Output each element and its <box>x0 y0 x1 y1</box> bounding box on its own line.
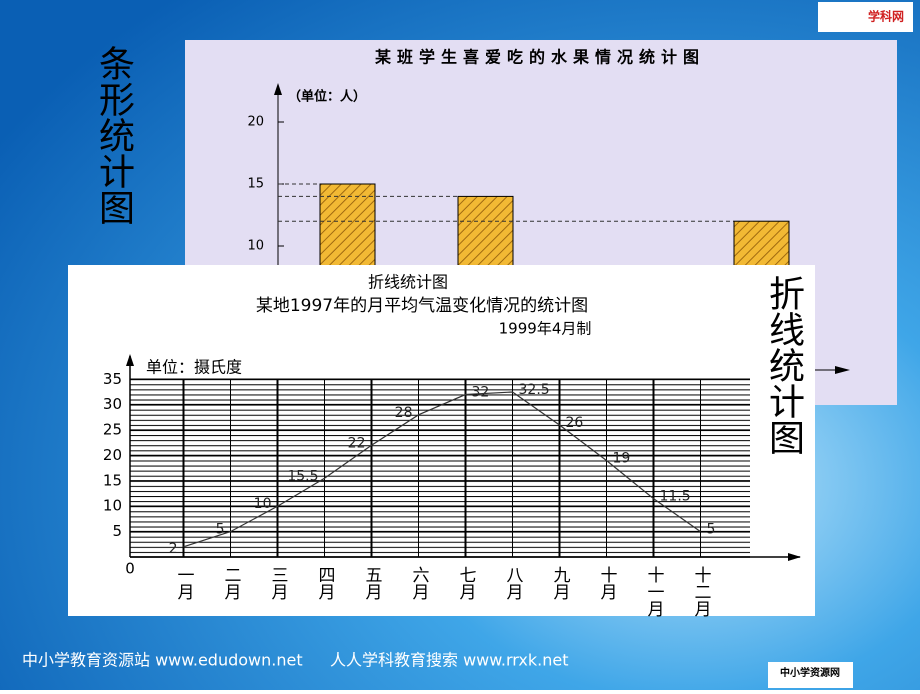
logo-text: 学科网 <box>868 9 904 24</box>
data-label: 32.5 <box>519 382 550 398</box>
footer-text: 人人学科教育搜索 www.rrxk.net <box>330 651 569 670</box>
y-tick-label: 0 <box>125 560 135 578</box>
y-tick-label: 30 <box>103 395 122 413</box>
y-axis-label: 单位：摄氏度 <box>146 358 242 377</box>
y-tick-label: 35 <box>103 370 122 388</box>
chart-title: 某班学生喜爱吃的水果情况统计图 <box>374 48 705 67</box>
chart-subtitle: 某地1997年的月平均气温变化情况的统计图 <box>256 296 588 316</box>
side-label: 条形统计图 <box>93 45 134 225</box>
y-tick-label: 10 <box>247 239 264 254</box>
x-tick-label: 八月 <box>503 566 524 600</box>
x-tick-label: 十一月 <box>644 566 665 617</box>
y-axis-arrow <box>274 83 282 95</box>
data-label: 2 <box>169 541 178 557</box>
data-label: 19 <box>613 451 631 467</box>
minor-grid <box>130 380 750 557</box>
data-label: 11.5 <box>660 489 691 505</box>
y-tick-label: 25 <box>103 421 122 439</box>
data-label: 32 <box>472 385 490 401</box>
chart-title: 折线统计图 <box>368 273 448 292</box>
x-tick-label: 五月 <box>362 566 383 600</box>
x-axis-arrow <box>788 553 801 561</box>
y-tick-label: 10 <box>103 497 122 515</box>
x-tick-label: 四月 <box>315 566 336 600</box>
side-label: 折线统计图 <box>763 275 804 455</box>
x-tick-label: 十月 <box>597 566 618 600</box>
y-tick-label: 15 <box>103 471 122 489</box>
x-tick-label: 十二月 <box>691 566 712 617</box>
x-tick-label: 七月 <box>456 566 477 600</box>
footer-text: 中小学教育资源站 www.edudown.net <box>22 651 303 670</box>
data-label: 15.5 <box>287 468 318 484</box>
data-label: 26 <box>566 415 584 431</box>
logo-text: 中小学资源网 <box>780 666 840 679</box>
data-label: 28 <box>395 405 413 421</box>
logo-box <box>818 2 913 32</box>
x-axis-arrow <box>835 366 850 374</box>
x-tick-label: 九月 <box>550 566 571 600</box>
x-tick-label: 二月 <box>221 566 242 600</box>
data-label: 5 <box>707 522 716 538</box>
y-axis-arrow <box>126 354 134 366</box>
logo-box <box>768 662 853 688</box>
y-tick-label: 20 <box>247 115 264 130</box>
line-chart: 折线统计图某地1997年的月平均气温变化情况的统计图1999年4月制单位：摄氏度… <box>103 273 801 617</box>
y-tick-label: 20 <box>103 446 122 464</box>
y-tick-label: 15 <box>247 177 264 192</box>
x-tick-label: 三月 <box>268 566 289 600</box>
y-axis-label: （单位：人） <box>288 89 366 105</box>
data-label: 5 <box>216 522 225 538</box>
data-label: 10 <box>254 496 272 512</box>
chart-note: 1999年4月制 <box>499 320 592 338</box>
x-tick-label: 一月 <box>174 566 195 600</box>
data-label: 22 <box>348 435 366 451</box>
x-tick-label: 六月 <box>409 566 430 600</box>
y-tick-label: 5 <box>112 522 122 540</box>
data-line <box>183 391 701 548</box>
